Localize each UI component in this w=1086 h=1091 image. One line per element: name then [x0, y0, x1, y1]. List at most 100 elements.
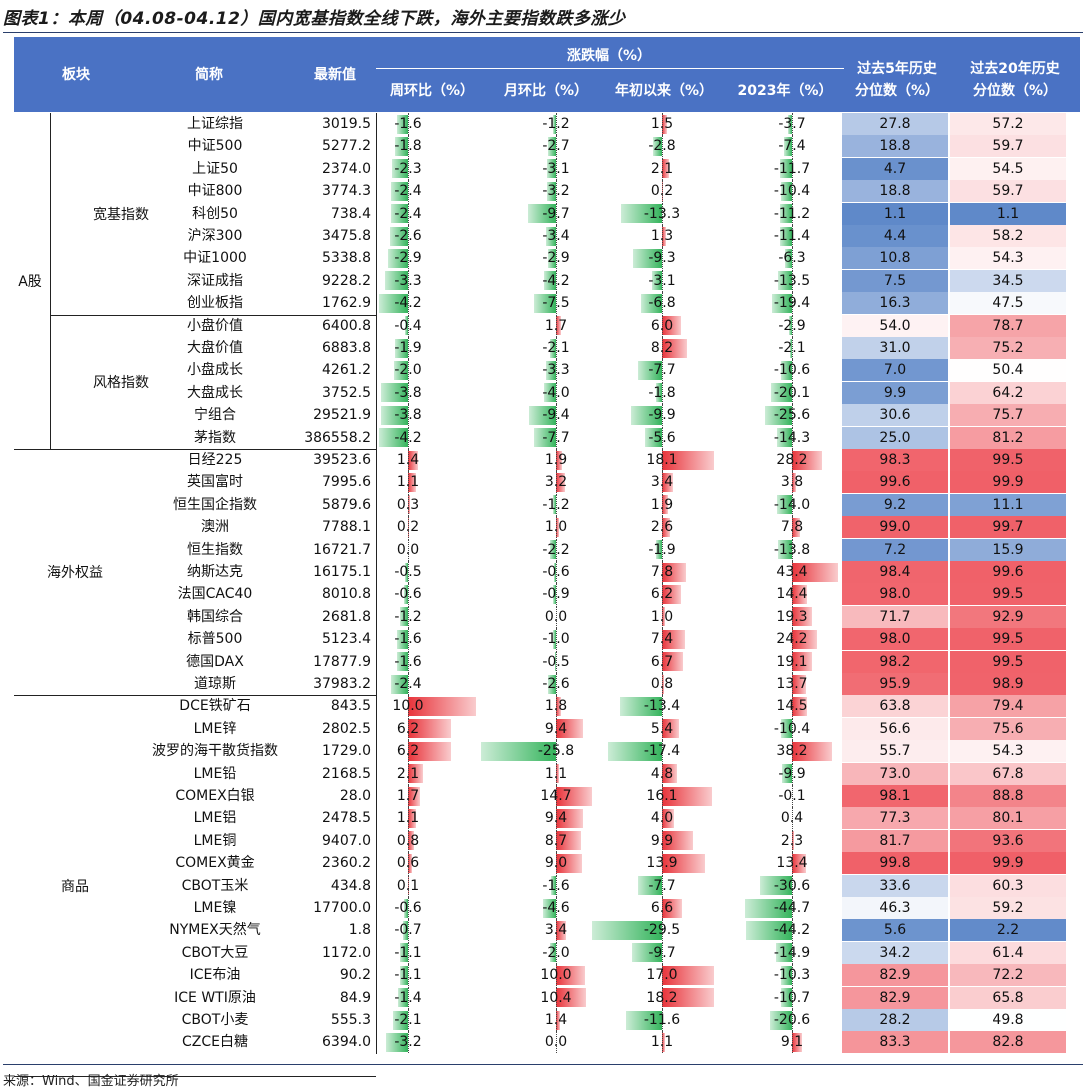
change-bar: [396, 652, 408, 672]
bar-axis: [408, 180, 409, 203]
month-change: -2.0: [542, 944, 570, 961]
bar-axis: [792, 1009, 793, 1031]
month-change: -2.6: [542, 676, 570, 692]
y2023-change: -10.3: [773, 967, 811, 984]
percentile-20y: 79.4: [950, 695, 1066, 718]
ytd-change: 1.5: [650, 116, 674, 132]
subgroup-divider: [50, 314, 376, 316]
subgroup-label: 宽基指数: [93, 206, 149, 223]
latest-value: 3475.8: [322, 228, 371, 244]
percentile-20y: 61.4: [950, 941, 1066, 964]
week-change: -2.4: [394, 183, 422, 200]
bar-axis: [792, 337, 793, 359]
change-bar: [553, 584, 556, 604]
bar-axis: [662, 583, 663, 606]
bar-axis: [662, 986, 663, 1009]
bar-axis: [792, 269, 793, 292]
bar-axis: [408, 337, 409, 359]
y2023-change: -3.7: [778, 116, 806, 132]
ytd-change: 1.0: [650, 608, 674, 625]
change-bar: [548, 674, 556, 694]
bar-axis: [556, 583, 557, 606]
y2023-change: -20.6: [773, 1012, 811, 1028]
ytd-change: 0.2: [650, 183, 674, 200]
percentile-20y: 54.3: [950, 740, 1066, 763]
percentile-20y: 75.2: [950, 337, 1066, 359]
ytd-change: 6.2: [650, 586, 674, 603]
percentile-20y: 54.5: [950, 157, 1066, 180]
change-bar: [556, 831, 582, 851]
ytd-change: -11.6: [643, 1012, 681, 1028]
percentile-5y: 30.6: [842, 404, 948, 427]
ytd-change: 8.2: [650, 340, 674, 356]
change-bar: [528, 405, 556, 425]
bar-axis: [662, 1009, 663, 1031]
y2023-change: 28.2: [776, 452, 808, 468]
index-name: 中证500: [187, 138, 243, 155]
latest-value: 28.0: [339, 788, 371, 804]
change-bar: [662, 114, 667, 134]
ytd-change: 5.4: [650, 720, 674, 737]
week-change: -1.1: [394, 944, 422, 961]
week-change: 0.0: [396, 541, 420, 558]
bar-axis: [556, 157, 557, 180]
bar-axis: [662, 807, 663, 830]
change-bar: [552, 114, 556, 134]
change-bar: [638, 876, 662, 896]
month-change: -1.2: [542, 496, 570, 513]
change-bar: [745, 898, 792, 918]
bar-axis: [408, 874, 409, 897]
ytd-change: -9.7: [648, 944, 676, 961]
change-bar: [389, 226, 408, 246]
change-bar: [792, 629, 818, 649]
change-bar: [662, 1032, 666, 1052]
bar-axis: [408, 897, 409, 919]
header-pct20-line2: 分位数（%）: [972, 83, 1058, 99]
latest-value: 3019.5: [322, 116, 371, 132]
change-bar: [396, 114, 408, 134]
bar-axis: [556, 1031, 557, 1054]
latest-value: 1172.0: [322, 944, 371, 961]
change-bar: [556, 853, 583, 873]
change-bar: [534, 293, 556, 313]
week-change: -1.2: [394, 608, 422, 625]
bar-axis: [408, 135, 409, 158]
change-bar: [408, 472, 416, 492]
percentile-5y: 34.2: [842, 941, 948, 964]
y2023-change: 7.8: [780, 519, 804, 536]
index-name: 宁组合: [194, 407, 236, 424]
bar-axis: [792, 180, 793, 203]
bar-axis: [408, 605, 409, 628]
change-bar: [652, 271, 662, 291]
bar-axis: [556, 471, 557, 494]
bar-axis: [408, 807, 409, 830]
bar-axis: [556, 964, 557, 987]
bar-axis: [662, 650, 663, 673]
bar-axis: [662, 202, 663, 225]
bar-axis: [662, 852, 663, 875]
change-bar: [554, 562, 556, 582]
month-change: 10.4: [540, 989, 572, 1006]
bar-axis: [556, 359, 557, 382]
bar-axis: [408, 583, 409, 606]
bar-axis: [662, 381, 663, 404]
bar-axis: [662, 829, 663, 852]
y2023-change: -44.2: [773, 922, 811, 939]
latest-value: 1729.0: [322, 743, 371, 760]
index-name: CBOT小麦: [181, 1012, 249, 1028]
percentile-20y: 98.9: [950, 673, 1066, 695]
week-change: -0.5: [394, 564, 422, 580]
index-name: 恒生指数: [187, 541, 243, 558]
bar-axis: [556, 561, 557, 583]
week-change: -0.7: [394, 922, 422, 939]
percentile-5y: 33.6: [842, 874, 948, 897]
bar-axis: [408, 516, 409, 539]
y2023-change: -19.4: [773, 295, 811, 312]
change-bar: [556, 316, 561, 336]
month-change: -9.4: [542, 407, 570, 424]
change-bar: [662, 517, 671, 537]
bar-axis: [556, 113, 557, 135]
latest-value: 2168.5: [322, 765, 371, 782]
subgroup-border: [50, 113, 51, 449]
latest-value: 5123.4: [322, 631, 371, 648]
